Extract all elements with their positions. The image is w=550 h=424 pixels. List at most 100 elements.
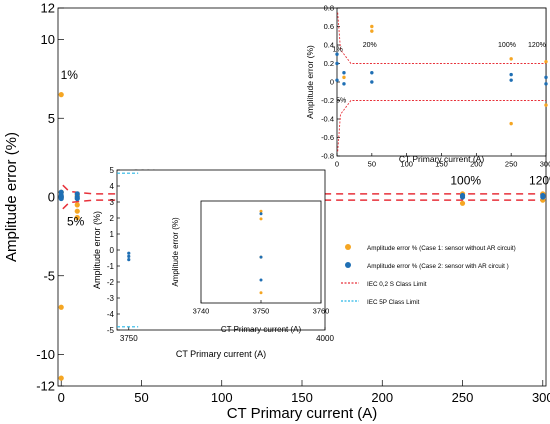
chart-inset-top: 0 50 100 150 200 250 300 -0.8 -0.6 -0.4 -0.2 0 0.2 0.…: [305, 4, 550, 169]
data-point: [58, 92, 64, 98]
data-point: [259, 209, 263, 213]
y-tick-label: 3: [110, 198, 115, 207]
chart-inset-zoom: 3740 3750 3760 CT Primary current (A) Amplit…: [171, 200, 330, 334]
data-point: [74, 208, 80, 214]
y-tick-label: -5: [43, 268, 55, 283]
point-annotation: 100%: [450, 173, 481, 187]
y-tick-label: 4: [110, 182, 115, 191]
y-tick-label: -0.4: [321, 115, 334, 124]
x-tick-label: 3750: [120, 334, 138, 343]
legend-item: Amplitude error % (Case 2: sensor with A…: [345, 262, 509, 270]
y-tick-label: -0.6: [321, 133, 334, 142]
legend-item: IEC 0,2 S Class Limit: [341, 281, 427, 288]
x-axis-label: CT Primary current (A): [176, 349, 266, 359]
data-point: [342, 71, 346, 75]
x-tick-label: 250: [452, 390, 474, 405]
point-annotation: 100%: [498, 42, 516, 49]
y-tick-label: 0.8: [324, 4, 334, 13]
limit-line-upper: [337, 12, 546, 64]
data-point: [459, 194, 466, 200]
plot-background: [201, 201, 321, 303]
y-axis-label: Amplitude error (%): [305, 45, 315, 119]
point-annotation: 20%: [363, 42, 377, 49]
data-point: [370, 29, 374, 33]
legend: Amplitude error % (Case 1: sensor withou…: [341, 244, 516, 306]
data-point: [74, 202, 80, 208]
y-tick-label: -10: [36, 347, 55, 362]
data-point: [509, 72, 513, 77]
x-tick-label: 100: [400, 160, 413, 169]
point-annotation: 1%: [61, 68, 79, 82]
y-tick-label: -0.2: [321, 96, 334, 105]
data-point: [74, 195, 80, 202]
limit-line-lower: [337, 100, 546, 152]
data-point: [544, 59, 548, 64]
y-tick-label: 0.2: [324, 59, 334, 68]
x-tick-label: 0: [335, 160, 339, 169]
x-tick-label: 150: [291, 390, 313, 405]
y-tick-label: 0.4: [324, 41, 334, 50]
x-axis-label: CT Primary current (A): [221, 325, 302, 334]
data-point: [127, 254, 131, 258]
x-tick-label: 300: [532, 390, 550, 405]
point-annotation: 120%: [529, 173, 550, 187]
data-point: [335, 78, 339, 82]
y-tick-label: -3: [107, 294, 115, 303]
point-annotation: 5%: [336, 97, 346, 104]
x-tick-label: 200: [371, 390, 393, 405]
y-tick-label: 0: [48, 190, 55, 205]
legend-item: Amplitude error % (Case 1: sensor withou…: [345, 244, 516, 252]
y-axis-label: Amplitude error (%): [171, 217, 180, 287]
legend-label: Amplitude error % (Case 2: sensor with A…: [367, 263, 509, 270]
data-point: [127, 258, 131, 262]
point-annotation: 1%: [333, 46, 343, 53]
x-axis-label: CT Primary current (A): [399, 154, 484, 164]
y-tick-label: 5: [110, 166, 115, 175]
data-point: [370, 80, 374, 84]
x-tick-label: 250: [505, 160, 518, 169]
y-tick-label: -4: [107, 310, 115, 319]
point-annotation: 120%: [528, 42, 546, 49]
data-point: [259, 255, 263, 259]
y-tick-label: 1: [110, 230, 115, 239]
y-tick-label: 5: [48, 111, 55, 126]
y-tick-label: -5: [107, 326, 115, 335]
legend-label: IEC 5P Class Limit: [367, 299, 420, 306]
y-tick-label: 10: [41, 32, 55, 47]
legend-label: Amplitude error % (Case 1: sensor withou…: [367, 245, 516, 252]
y-tick-label: -2: [107, 278, 115, 287]
y-tick-label: 12: [41, 1, 55, 16]
legend-label: IEC 0,2 S Class Limit: [367, 281, 427, 288]
data-point: [544, 103, 548, 107]
data-point: [342, 82, 346, 86]
data-point: [509, 121, 513, 126]
x-tick-label: 3740: [193, 307, 210, 316]
x-tick-label: 4000: [316, 334, 334, 343]
legend-item: IEC 5P Class Limit: [341, 299, 420, 306]
data-point: [58, 304, 64, 310]
data-point: [509, 78, 513, 82]
data-point: [544, 75, 548, 80]
legend-dot: [345, 262, 351, 268]
data-point: [335, 52, 339, 56]
data-point: [509, 57, 513, 61]
y-tick-label: 0: [330, 78, 334, 87]
data-point: [74, 214, 80, 221]
x-tick-label: 0: [58, 390, 65, 405]
x-tick-label: 100: [211, 390, 233, 405]
plot-background: [337, 8, 546, 156]
data-point: [540, 194, 546, 200]
data-point: [370, 71, 374, 75]
y-axis-label: Amplitude error (%): [92, 211, 102, 289]
data-point: [259, 217, 263, 221]
y-tick-label: -12: [36, 379, 55, 394]
point-annotation: 5%: [67, 214, 85, 228]
data-point: [335, 61, 339, 66]
x-tick-label: 300: [540, 160, 550, 169]
x-tick-label: 3760: [313, 307, 330, 316]
y-tick-label: 2: [110, 214, 115, 223]
data-point: [259, 278, 263, 282]
x-tick-label: 150: [435, 160, 448, 169]
